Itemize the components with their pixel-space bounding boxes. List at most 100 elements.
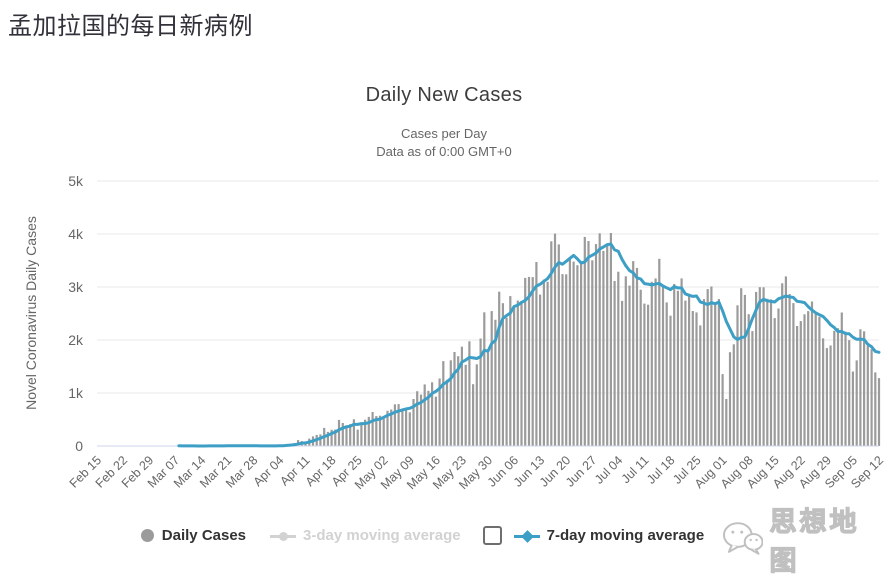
daily-cases-bar[interactable] [818,317,820,446]
daily-cases-bar[interactable] [751,331,753,446]
daily-cases-bar[interactable] [401,409,403,446]
daily-cases-bar[interactable] [707,289,709,446]
three-day-average-checkbox[interactable] [483,526,502,545]
seven-day-average-checkbox[interactable] [728,526,747,545]
daily-cases-bar[interactable] [498,292,500,446]
daily-cases-bar[interactable] [610,233,612,446]
daily-cases-bar[interactable] [662,285,664,446]
daily-cases-bar[interactable] [640,290,642,446]
daily-cases-bar[interactable] [405,408,407,446]
daily-cases-bar[interactable] [599,233,601,446]
daily-cases-bar[interactable] [569,259,571,446]
daily-cases-bar[interactable] [871,349,873,446]
daily-cases-bar[interactable] [744,295,746,446]
daily-cases-bar[interactable] [718,299,720,446]
daily-cases-bar[interactable] [517,301,519,446]
daily-cases-bar[interactable] [643,304,645,446]
daily-cases-bar[interactable] [513,306,515,446]
daily-cases-bar[interactable] [722,374,724,446]
daily-cases-bar[interactable] [357,430,359,446]
daily-cases-bar[interactable] [748,314,750,446]
daily-cases-bar[interactable] [710,287,712,447]
daily-cases-bar[interactable] [852,372,854,447]
daily-cases-bar[interactable] [483,312,485,446]
daily-cases-bar[interactable] [383,417,385,446]
daily-cases-bar[interactable] [602,251,604,446]
legend-item-7day-average[interactable]: 7-day moving average [514,527,705,544]
daily-cases-bar[interactable] [520,301,522,446]
daily-cases-bar[interactable] [580,263,582,447]
daily-cases-bar[interactable] [621,301,623,446]
daily-cases-bar[interactable] [502,303,504,446]
daily-cases-bar[interactable] [558,244,560,446]
daily-cases-bar[interactable] [822,338,824,446]
daily-cases-bar[interactable] [770,299,772,446]
daily-cases-bar[interactable] [714,303,716,446]
daily-cases-bar[interactable] [856,360,858,446]
daily-cases-bar[interactable] [759,287,761,446]
daily-cases-bar[interactable] [695,312,697,446]
daily-cases-bar[interactable] [863,331,865,446]
daily-cases-bar[interactable] [777,309,779,447]
daily-cases-bar[interactable] [833,331,835,446]
daily-cases-bar[interactable] [338,420,340,446]
daily-cases-bar[interactable] [591,260,593,446]
daily-cases-bar[interactable] [658,259,660,446]
daily-cases-bar[interactable] [450,360,452,446]
daily-cases-bar[interactable] [491,311,493,446]
daily-cases-bar[interactable] [651,282,653,446]
daily-cases-bar[interactable] [867,346,869,446]
daily-cases-bar[interactable] [409,412,411,446]
daily-cases-bar[interactable] [576,265,578,446]
daily-cases-bar[interactable] [539,295,541,446]
daily-cases-bar[interactable] [688,295,690,446]
daily-cases-bar[interactable] [736,305,738,446]
daily-cases-bar[interactable] [435,397,437,446]
daily-cases-bar[interactable] [547,282,549,446]
daily-cases-bar[interactable] [360,424,362,446]
daily-cases-bar[interactable] [446,380,448,446]
daily-cases-bar[interactable] [636,268,638,446]
daily-cases-bar[interactable] [837,328,839,446]
daily-cases-bar[interactable] [774,318,776,446]
daily-cases-bar[interactable] [487,353,489,447]
legend-item-3day-average[interactable]: 3-day moving average [270,527,461,544]
daily-cases-bar[interactable] [725,399,727,446]
daily-cases-bar[interactable] [666,302,668,446]
daily-cases-bar[interactable] [766,299,768,446]
daily-cases-bar[interactable] [506,318,508,446]
daily-cases-bar[interactable] [453,352,455,446]
daily-cases-bar[interactable] [509,296,511,446]
daily-cases-bar[interactable] [692,311,694,446]
daily-cases-bar[interactable] [528,277,530,446]
daily-cases-bar[interactable] [655,278,657,446]
daily-cases-bar[interactable] [763,287,765,446]
daily-cases-bar[interactable] [703,299,705,446]
daily-cases-bar[interactable] [524,278,526,446]
daily-cases-bar[interactable] [859,329,861,446]
daily-cases-bar[interactable] [561,274,563,446]
daily-cases-bar[interactable] [729,352,731,446]
daily-cases-bar[interactable] [632,261,634,446]
daily-cases-bar[interactable] [614,281,616,446]
daily-cases-bar[interactable] [848,340,850,446]
daily-cases-bar[interactable] [543,280,545,447]
daily-cases-bar[interactable] [792,303,794,446]
daily-cases-bar[interactable] [874,372,876,446]
daily-cases-bar[interactable] [733,344,735,446]
legend-item-daily-cases[interactable]: Daily Cases [141,527,246,544]
daily-cases-bar[interactable] [472,384,474,446]
daily-cases-bar[interactable] [584,237,586,446]
daily-cases-bar[interactable] [416,391,418,446]
daily-cases-bar[interactable] [807,311,809,446]
daily-cases-bar[interactable] [669,316,671,446]
daily-cases-bar[interactable] [781,283,783,446]
daily-cases-bar[interactable] [844,332,846,446]
daily-cases-bar[interactable] [628,286,630,446]
daily-cases-bar[interactable] [319,434,321,446]
daily-cases-bar[interactable] [617,272,619,446]
daily-cases-bar[interactable] [830,346,832,447]
daily-cases-bar[interactable] [815,313,817,447]
daily-cases-bar[interactable] [606,246,608,446]
daily-cases-bar[interactable] [803,314,805,446]
